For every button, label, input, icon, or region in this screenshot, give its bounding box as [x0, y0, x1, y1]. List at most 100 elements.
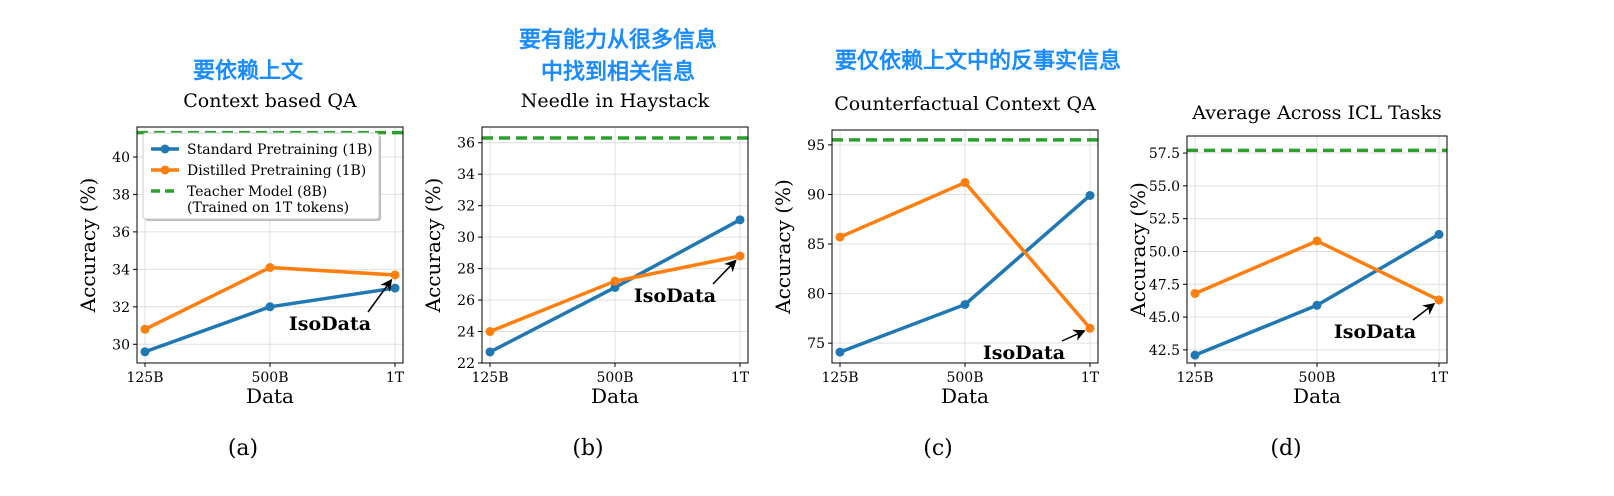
point-standard	[485, 347, 495, 357]
legend: Standard Pretraining (1B) Distilled Pretr…	[142, 132, 381, 221]
x-axis-label: Data	[1293, 384, 1341, 408]
point-standard	[960, 300, 970, 310]
point-distilled	[1085, 323, 1095, 333]
legend-box	[142, 132, 380, 220]
point-standard	[610, 282, 620, 292]
point-distilled	[140, 324, 150, 334]
point-standard	[1434, 229, 1444, 239]
y-tick-label: 34	[457, 167, 475, 183]
y-tick-label: 85	[807, 237, 825, 253]
x-tick-label: 500B	[946, 370, 983, 386]
legend-marker-distilled	[160, 165, 170, 175]
x-tick-label: 1T	[1430, 370, 1449, 386]
point-standard	[1312, 300, 1322, 310]
x-tick-label: 1T	[386, 370, 405, 386]
y-axis-label: Accuracy (%)	[421, 178, 445, 314]
y-tick-label: 36	[457, 136, 475, 152]
y-tick-label: 42.5	[1149, 343, 1180, 359]
panel-4: 42.5 45.0 47.5 50.0 52.5 55.0 57.5 125B 500B 1T Da…	[1126, 102, 1449, 461]
isodata-arrow	[1412, 302, 1436, 321]
panel-1: 30 32 34 36 38 40 125B 500B 1T Data Accuracy (%) Co…	[76, 58, 405, 461]
y-axis-label: Accuracy (%)	[771, 179, 795, 315]
chart-title: Counterfactual Context QA	[834, 93, 1096, 115]
y-tick-label: 40	[112, 150, 130, 166]
y-tick-label: 55.0	[1149, 179, 1180, 195]
chart-title: Needle in Haystack	[521, 90, 710, 112]
point-distilled	[390, 270, 400, 280]
cn-annotation: 要有能力从很多信息	[519, 27, 717, 53]
x-tick-label: 500B	[1298, 370, 1335, 386]
isodata-label: IsoData	[1334, 321, 1416, 343]
x-tick-label: 125B	[1176, 370, 1213, 386]
cn-annotation: 要依赖上文	[193, 58, 304, 84]
panel-label: (c)	[923, 436, 953, 461]
x-tick-label: 125B	[471, 370, 508, 386]
y-tick-label: 90	[807, 187, 825, 203]
panel-label: (a)	[228, 436, 258, 461]
point-distilled	[735, 251, 745, 261]
point-standard	[1085, 190, 1095, 200]
y-tick-label: 22	[457, 356, 475, 372]
y-tick-label: 36	[112, 225, 130, 241]
panel-label: (d)	[1270, 436, 1301, 461]
legend-marker-standard	[160, 144, 170, 154]
y-tick-label: 38	[112, 187, 130, 203]
point-distilled	[485, 327, 495, 337]
point-distilled	[265, 262, 275, 272]
isodata-arrow	[712, 259, 737, 285]
cn-annotation: 要仅依赖上文中的反事实信息	[835, 48, 1121, 74]
point-distilled	[1312, 236, 1322, 246]
cn-annotation: 中找到相关信息	[541, 59, 695, 85]
y-tick-label: 75	[807, 336, 825, 352]
y-tick-label: 34	[112, 262, 130, 278]
point-standard	[390, 283, 400, 293]
x-tick-label: 1T	[731, 370, 750, 386]
legend-label: Standard Pretraining (1B)	[187, 142, 373, 158]
y-tick-label: 52.5	[1149, 212, 1180, 228]
y-axis-label: Accuracy (%)	[76, 178, 100, 314]
legend-label-2: (Trained on 1T tokens)	[187, 200, 349, 216]
y-tick-label: 45.0	[1149, 310, 1180, 326]
panel-2: 22 24 26 28 30 32 34 36 125B 500B 1T Data Accuracy (…	[421, 27, 750, 461]
y-tick-label: 95	[807, 138, 825, 154]
x-axis-label: Data	[941, 384, 989, 408]
y-tick-label: 80	[807, 287, 825, 303]
point-standard	[735, 215, 745, 225]
y-tick-label: 32	[112, 300, 130, 316]
chart-title: Context based QA	[183, 90, 357, 112]
panel-3: 75 80 85 90 95 125B 500B 1T Data Accuracy (%) Coun…	[771, 48, 1121, 461]
point-distilled	[610, 276, 620, 286]
x-tick-label: 125B	[821, 370, 858, 386]
isodata-label: IsoData	[289, 313, 371, 335]
y-tick-label: 50.0	[1149, 244, 1180, 260]
y-tick-label: 28	[457, 262, 475, 278]
point-distilled	[1190, 288, 1200, 298]
y-tick-label: 47.5	[1149, 277, 1180, 293]
point-distilled	[835, 232, 845, 242]
point-standard	[1190, 350, 1200, 360]
x-tick-label: 125B	[126, 370, 163, 386]
point-standard	[835, 347, 845, 357]
y-tick-label: 32	[457, 199, 475, 215]
point-standard	[265, 302, 275, 312]
y-tick-label: 57.5	[1149, 146, 1180, 162]
y-tick-label: 30	[457, 230, 475, 246]
x-tick-label: 500B	[596, 370, 633, 386]
x-tick-label: 500B	[251, 370, 288, 386]
x-tick-label: 1T	[1081, 370, 1100, 386]
y-tick-label: 30	[112, 337, 130, 353]
isodata-arrow	[1061, 329, 1086, 342]
panel-label: (b)	[572, 436, 603, 461]
legend-label: Distilled Pretraining (1B)	[187, 163, 366, 179]
x-axis-label: Data	[246, 384, 294, 408]
isodata-label: IsoData	[983, 342, 1065, 364]
point-distilled	[1434, 295, 1444, 305]
y-tick-label: 26	[457, 293, 475, 309]
x-axis-label: Data	[591, 384, 639, 408]
y-tick-label: 24	[457, 325, 475, 341]
isodata-label: IsoData	[634, 285, 716, 307]
legend-label: Teacher Model (8B)	[187, 184, 327, 200]
point-standard	[140, 347, 150, 357]
isodata-arrow	[367, 278, 393, 313]
